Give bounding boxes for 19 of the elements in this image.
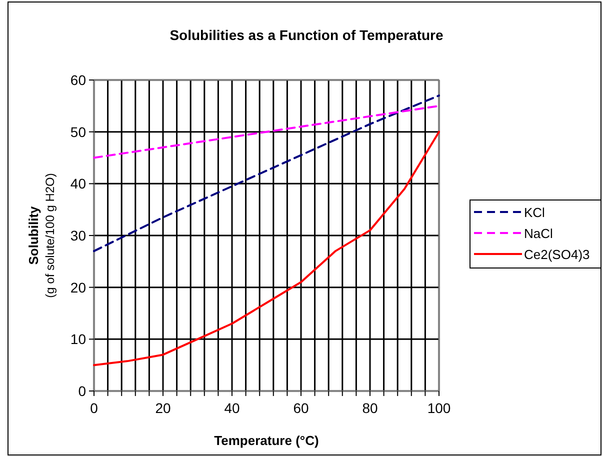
chart-title: Solubilities as a Function of Temperature bbox=[170, 27, 444, 43]
y-tick-label: 60 bbox=[70, 72, 86, 88]
legend-label: KCl bbox=[524, 205, 546, 220]
y-axis-title: Solubility (g of solute/100 g H2O) bbox=[26, 173, 57, 298]
x-tick-label: 0 bbox=[90, 400, 98, 416]
x-tick-label: 20 bbox=[155, 400, 171, 416]
x-tick-label: 60 bbox=[293, 400, 309, 416]
y-tick-label: 0 bbox=[78, 383, 86, 399]
y-tick-label: 30 bbox=[70, 228, 86, 244]
x-axis-title: Temperature (°C) bbox=[214, 433, 319, 448]
y-tick-label: 40 bbox=[70, 176, 86, 192]
x-tick-label: 40 bbox=[224, 400, 240, 416]
legend-label: NaCl bbox=[524, 226, 554, 241]
y-tick-label: 10 bbox=[70, 331, 86, 348]
y-tick-label: 50 bbox=[70, 124, 86, 140]
x-tick-label: 100 bbox=[427, 400, 451, 416]
y-tick-label: 20 bbox=[70, 279, 86, 296]
x-tick-label: 80 bbox=[362, 400, 378, 416]
legend-label: Ce2(SO4)3 bbox=[524, 247, 590, 262]
